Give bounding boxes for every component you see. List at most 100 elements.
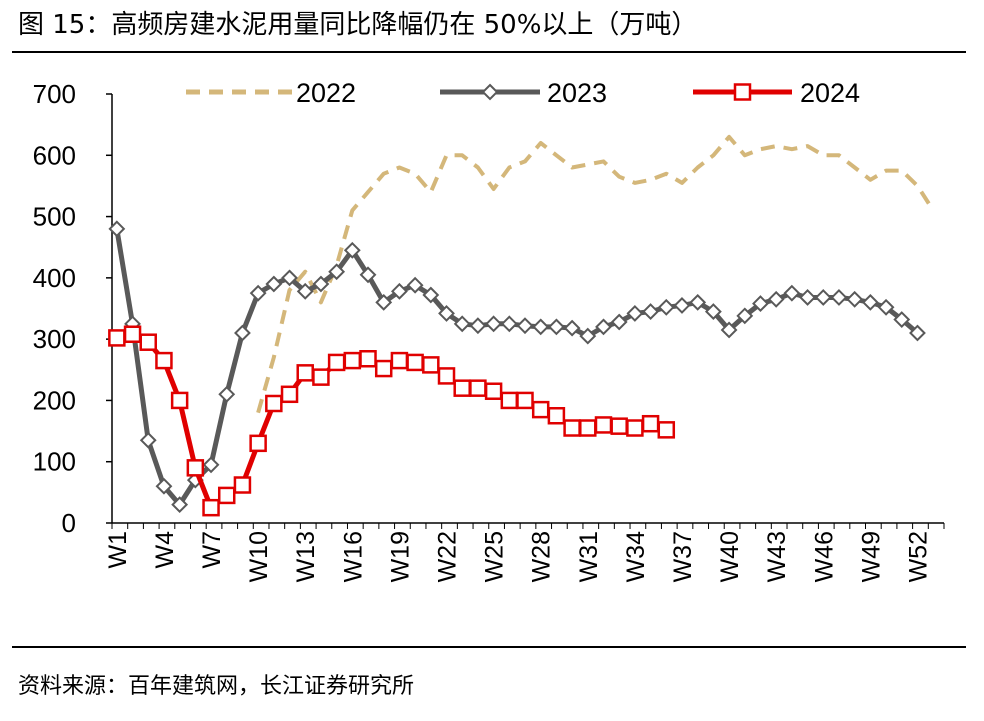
data-point: [281, 269, 298, 287]
data-point: [579, 327, 597, 345]
x-tick-label: W31: [575, 531, 603, 582]
data-point: [752, 295, 769, 313]
legend-item-2023: 2023: [440, 78, 607, 108]
x-tick-label: W52: [904, 531, 932, 582]
data-point: [689, 293, 707, 311]
y-tick-label: 300: [33, 324, 76, 354]
data-point: [861, 293, 879, 311]
data-point: [312, 275, 330, 293]
y-tick-label: 500: [33, 202, 76, 232]
figure-title: 图 15：高频房建水泥用量同比降幅仍在 50%以上（万吨）: [18, 10, 698, 40]
data-point: [783, 284, 801, 302]
data-point: [563, 319, 581, 337]
y-tick-label: 600: [33, 140, 76, 170]
legend-label: 2024: [800, 78, 860, 108]
legend-marker: [733, 83, 752, 101]
data-point: [139, 333, 157, 351]
data-point: [139, 431, 157, 449]
series-2024: [108, 325, 676, 517]
data-point: [626, 419, 644, 437]
data-point: [328, 263, 346, 281]
x-tick-label: W25: [481, 531, 509, 582]
data-point: [516, 391, 534, 410]
data-point: [500, 315, 518, 333]
data-point: [359, 350, 377, 368]
data-point: [280, 385, 299, 404]
data-point: [234, 324, 251, 342]
legend-label: 2023: [547, 78, 607, 108]
chart-svg: 2022 2023 2024 0 100 200 300 400 500 600 700 W1 W4 W…: [33, 78, 945, 583]
data-point: [202, 498, 220, 517]
x-tick-label: W22: [434, 531, 462, 582]
data-point: [579, 419, 597, 437]
data-point: [155, 351, 173, 370]
top-rule: [12, 51, 966, 53]
x-tick-label: W1: [104, 531, 132, 569]
data-point: [391, 282, 408, 300]
data-point: [265, 394, 283, 413]
data-point: [390, 351, 409, 370]
y-tick-label: 200: [33, 385, 76, 415]
bottom-rule: [12, 646, 966, 648]
source-note: 资料来源：百年建筑网，长江证券研究所: [18, 674, 415, 699]
x-tick-label: W46: [810, 531, 838, 582]
data-point: [595, 318, 612, 336]
data-point: [767, 290, 785, 308]
x-tick-label: W7: [198, 531, 226, 569]
legend-item-2022: 2022: [186, 78, 356, 108]
data-point: [218, 385, 236, 403]
series-2023: [108, 220, 926, 514]
y-tick-label: 400: [33, 263, 76, 293]
data-point: [610, 313, 628, 331]
chart-legend: 2022 2023 2024: [186, 78, 860, 108]
data-point: [453, 315, 471, 333]
x-tick-label: W28: [528, 531, 556, 582]
legend-item-2024: 2024: [693, 78, 860, 108]
x-tick-label: W4: [151, 531, 179, 569]
x-tick-label: W40: [716, 531, 744, 582]
x-tick-label: W34: [622, 531, 650, 583]
y-tick-label: 700: [33, 79, 76, 109]
x-tick-label: W13: [292, 531, 320, 582]
series-line: [114, 226, 920, 508]
data-point: [437, 367, 456, 385]
data-point: [171, 496, 189, 514]
data-point: [123, 325, 142, 343]
data-point: [547, 407, 566, 425]
data-point: [500, 391, 519, 410]
data-point: [594, 416, 613, 434]
data-point: [610, 417, 628, 435]
data-point: [438, 304, 455, 322]
data-point: [563, 419, 581, 437]
data-point: [453, 379, 471, 397]
data-point: [641, 414, 660, 433]
data-point: [233, 476, 252, 494]
data-point: [265, 275, 283, 293]
data-point: [312, 368, 330, 386]
data-point: [202, 456, 220, 474]
data-point: [469, 317, 487, 335]
data-point: [343, 241, 361, 259]
data-point: [532, 318, 550, 336]
data-point: [846, 290, 864, 308]
data-point: [186, 459, 205, 477]
series-2022: [256, 134, 935, 414]
data-point: [170, 391, 189, 410]
data-point: [657, 298, 675, 316]
data-point: [673, 297, 691, 314]
x-tick-label: W19: [386, 531, 414, 582]
data-point: [547, 318, 565, 336]
x-tick-label: W49: [857, 531, 885, 582]
data-point: [374, 359, 393, 378]
x-tick-label: W43: [763, 531, 791, 582]
data-point: [217, 486, 236, 505]
data-point: [720, 321, 738, 339]
x-tick-label: W16: [339, 531, 367, 582]
data-point: [249, 434, 267, 453]
data-point: [422, 286, 440, 304]
data-point: [893, 311, 911, 328]
data-point: [485, 315, 503, 333]
data-point: [830, 289, 848, 306]
data-point: [877, 298, 895, 316]
data-point: [531, 400, 550, 419]
